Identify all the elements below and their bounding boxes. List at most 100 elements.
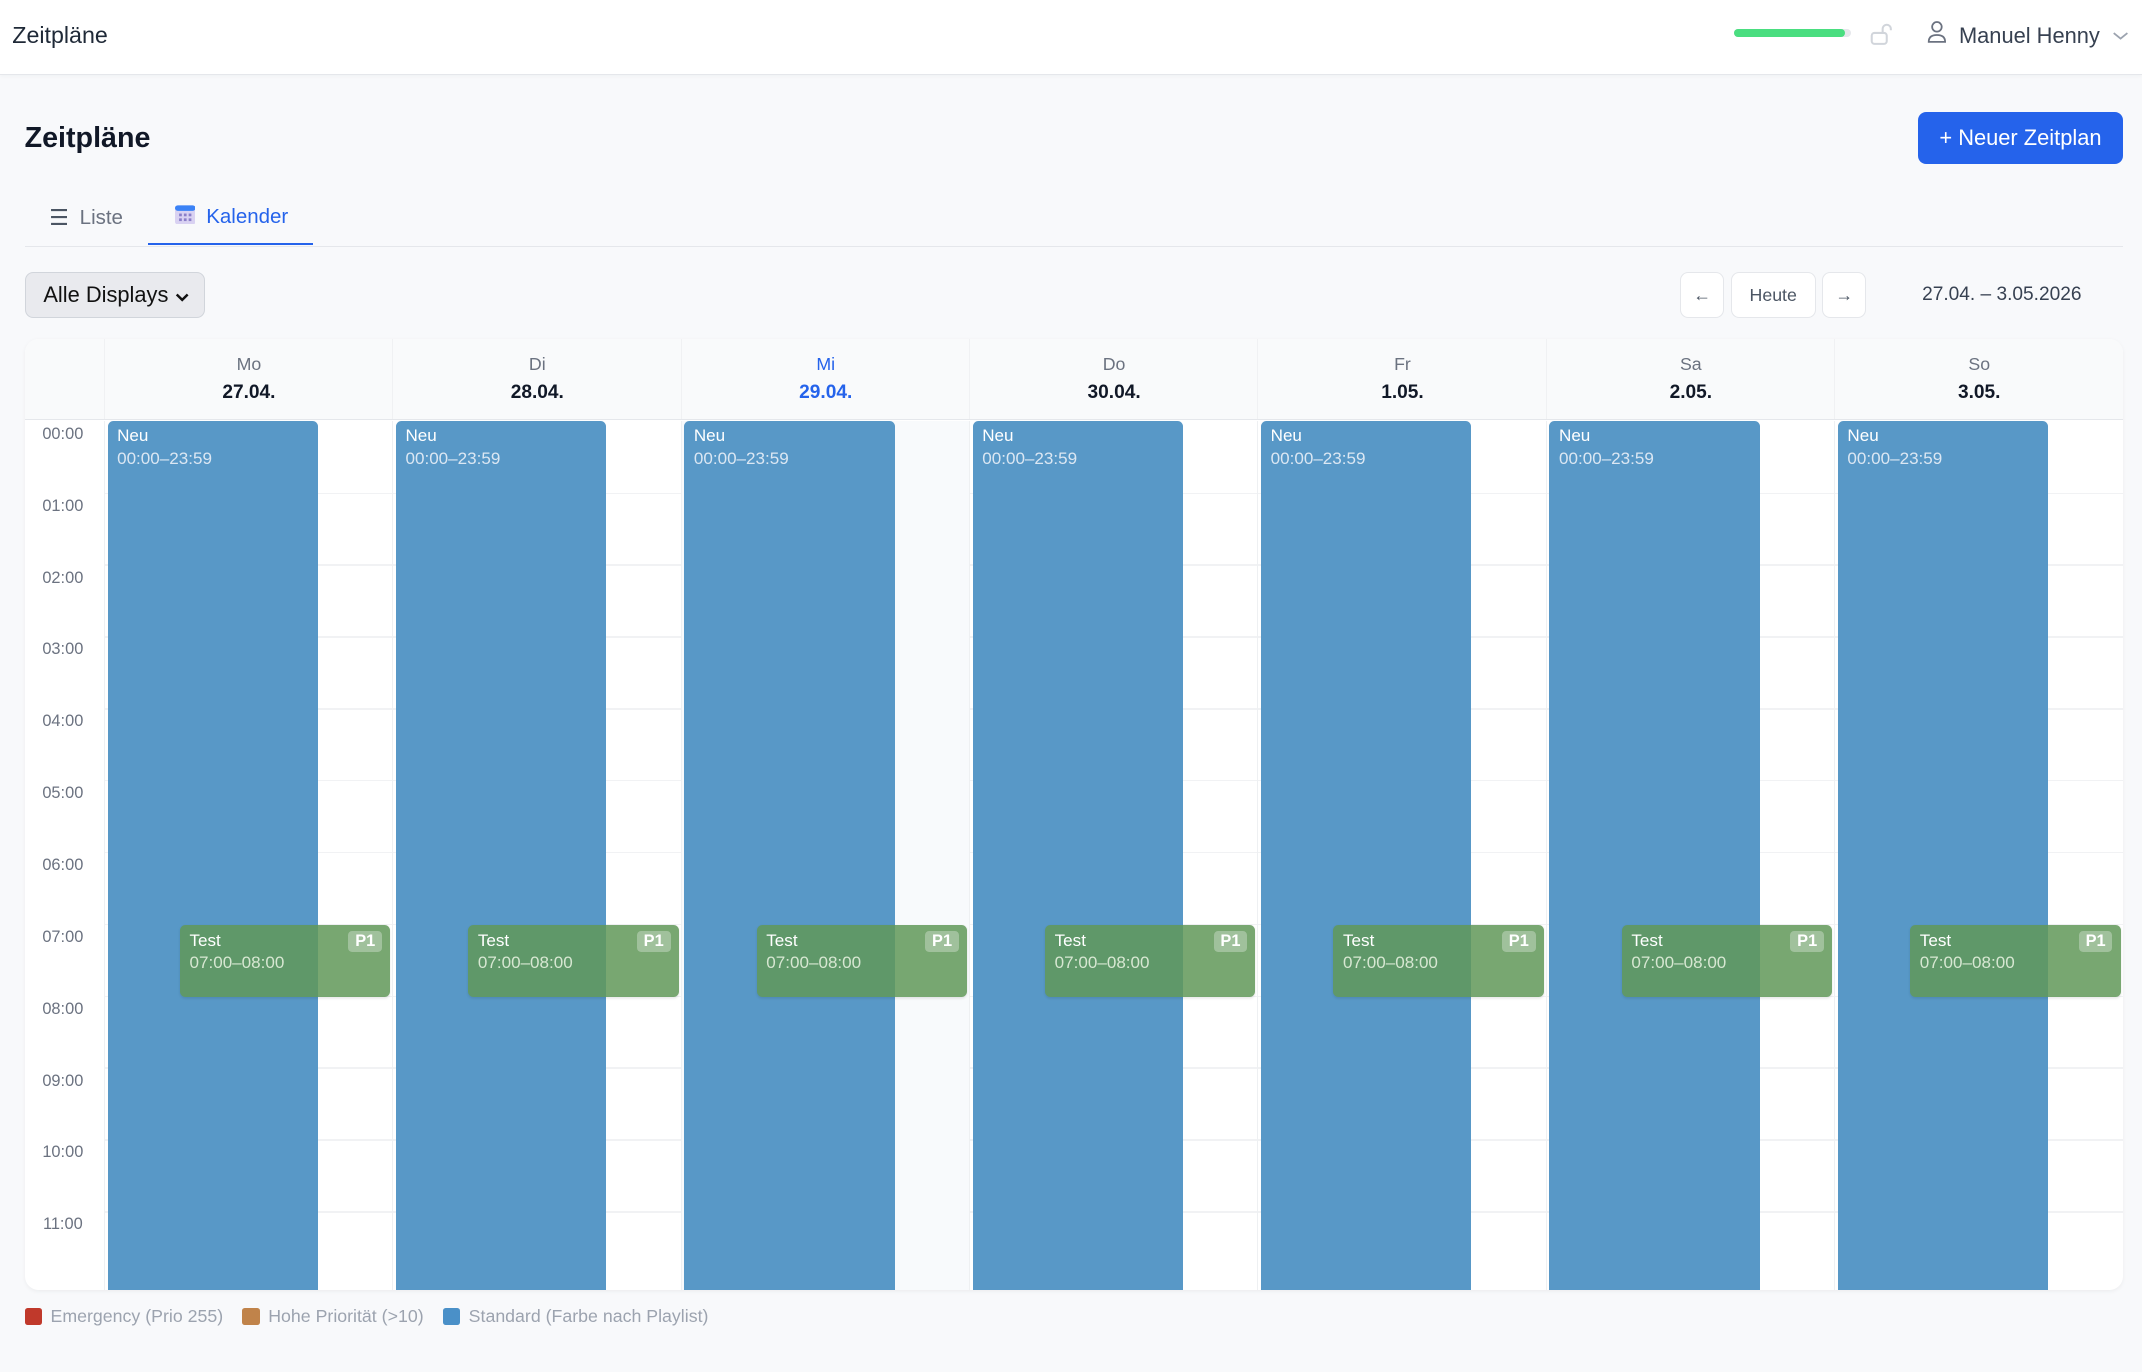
event-title: Neu — [982, 426, 1014, 446]
list-icon: ☰ — [49, 204, 69, 230]
calendar-body: 00:00 01:00 02:00 03:00 04:00 05:00 06:00 07:00… — [25, 420, 2123, 1290]
time-label: 11:00 — [42, 1215, 83, 1234]
user-name: Manuel Henny — [1958, 22, 2100, 48]
priority-badge: P1 — [636, 930, 671, 953]
schedule-event[interactable]: Neu 00:00–23:59 — [395, 420, 607, 1290]
event-time: 00:00–23:59 — [405, 448, 501, 468]
time-label: 01:00 — [42, 496, 84, 515]
tab-liste[interactable]: ☰ Liste — [49, 191, 123, 244]
event-time: 07:00–08:00 — [1631, 953, 1727, 973]
schedule-event[interactable]: Neu 00:00–23:59 — [107, 420, 318, 1290]
priority-badge: P1 — [1790, 930, 1825, 953]
today-button[interactable]: Heute — [1730, 271, 1816, 319]
event-time: 00:00–23:59 — [1559, 448, 1654, 468]
time-label: 02:00 — [42, 568, 84, 587]
new-schedule-button[interactable]: + Neuer Zeitplan — [1918, 112, 2123, 164]
page-title: Zeitpläne — [24, 121, 151, 154]
progress-bar — [1733, 28, 1852, 37]
schedule-event[interactable]: Test 07:00–08:00 P1 — [1910, 925, 2121, 997]
event-time: 07:00–08:00 — [1343, 953, 1438, 973]
time-label: 10:00 — [42, 1143, 84, 1162]
day-column[interactable]: Neu 00:00–23:59 Test 07:00–08:00 P1 — [103, 420, 393, 1290]
day-date: 3.05. — [1957, 381, 2001, 403]
priority-badge: P1 — [2078, 930, 2113, 953]
legend-item: Emergency (Prio 255) — [24, 1306, 223, 1327]
day-column[interactable]: Neu 00:00–23:59 Test 07:00–08:00 P1 — [1545, 420, 1835, 1290]
week-calendar: Mo 27.04. Di 28.04. Mi 29.04. Do 30.04. Fr 1.05. S… — [24, 338, 2123, 1290]
select-value: Alle Displays — [43, 282, 169, 308]
event-title: Neu — [693, 426, 726, 446]
user-menu[interactable]: Manuel Henny — [1926, 20, 2130, 51]
app-title: Zeitpläne — [12, 21, 108, 48]
calendar-icon — [174, 204, 196, 230]
time-label: 00:00 — [42, 424, 84, 443]
tab-label: Liste — [79, 205, 123, 229]
schedule-event[interactable]: Neu 00:00–23:59 — [1261, 420, 1472, 1290]
day-column[interactable]: Neu 00:00–23:59 Test 07:00–08:00 P1 — [680, 420, 970, 1290]
day-header: So 3.05. — [1834, 338, 2123, 420]
event-time: 07:00–08:00 — [477, 953, 573, 973]
day-name: Fr — [1394, 353, 1411, 374]
schedule-event[interactable]: Neu 00:00–23:59 — [1837, 420, 2049, 1290]
day-header: Mo 27.04. — [103, 338, 393, 420]
time-label: 06:00 — [42, 855, 84, 874]
day-date: 27.04. — [222, 381, 276, 403]
schedule-event[interactable]: Neu 00:00–23:59 — [684, 420, 895, 1290]
schedule-event[interactable]: Test 07:00–08:00 P1 — [1333, 925, 1544, 997]
legend-swatch — [24, 1307, 43, 1326]
day-name: Di — [528, 353, 546, 374]
priority-badge: P1 — [1501, 930, 1536, 953]
schedule-event[interactable]: Test 07:00–08:00 P1 — [1621, 925, 1833, 997]
next-week-button[interactable]: → — [1822, 271, 1867, 319]
prev-week-button[interactable]: ← — [1680, 271, 1724, 319]
view-tabs: ☰ Liste Kalender — [24, 191, 2123, 247]
user-icon — [1926, 20, 1948, 51]
schedule-event[interactable]: Test 07:00–08:00 P1 — [468, 925, 679, 997]
day-header: Do 30.04. — [968, 338, 1258, 420]
event-time: 00:00–23:59 — [1270, 448, 1366, 468]
day-date: 30.04. — [1087, 381, 1141, 403]
event-title: Test — [1054, 930, 1086, 950]
legend-label: Hohe Priorität (>10) — [268, 1305, 424, 1326]
day-name: Mi — [816, 353, 836, 374]
schedule-event[interactable]: Test 07:00–08:00 P1 — [756, 925, 968, 997]
calendar-header: Mo 27.04. Di 28.04. Mi 29.04. Do 30.04. Fr 1.05. S… — [24, 338, 2123, 421]
event-title: Neu — [1847, 426, 1879, 446]
schedule-event[interactable]: Test 07:00–08:00 P1 — [1045, 925, 1256, 997]
time-label: 09:00 — [42, 1071, 84, 1090]
event-title: Test — [477, 930, 510, 950]
day-column[interactable]: Neu 00:00–23:59 Test 07:00–08:00 P1 — [968, 420, 1258, 1290]
schedule-event[interactable]: Neu 00:00–23:59 — [972, 420, 1184, 1290]
time-label: 07:00 — [42, 927, 84, 946]
time-label: 05:00 — [42, 784, 84, 803]
display-filter-select[interactable]: Alle Displays — [24, 271, 205, 319]
day-date: 1.05. — [1381, 381, 1424, 403]
day-column[interactable]: Neu 00:00–23:59 Test 07:00–08:00 P1 — [1257, 420, 1546, 1290]
schedule-event[interactable]: Test 07:00–08:00 P1 — [179, 925, 391, 997]
chevron-down-icon — [2111, 23, 2130, 49]
event-time: 00:00–23:59 — [982, 448, 1078, 468]
event-title: Test — [1631, 930, 1663, 950]
tab-kalender[interactable]: Kalender — [147, 191, 313, 246]
day-header: Fr 1.05. — [1257, 338, 1546, 420]
day-header: Mi 29.04. — [680, 338, 970, 420]
unlock-icon[interactable] — [1869, 22, 1894, 53]
day-date: 2.05. — [1669, 381, 1713, 403]
time-label: 04:00 — [42, 712, 84, 731]
day-header: Sa 2.05. — [1545, 338, 1835, 420]
priority-badge: P1 — [348, 930, 383, 953]
legend-item: Standard (Farbe nach Playlist) — [442, 1305, 709, 1327]
day-column[interactable]: Neu 00:00–23:59 Test 07:00–08:00 P1 — [1834, 420, 2123, 1290]
day-name: So — [1968, 353, 1991, 374]
event-time: 00:00–23:59 — [693, 448, 789, 468]
time-label: 03:00 — [42, 640, 84, 659]
event-title: Test — [1343, 930, 1375, 950]
day-header: Di 28.04. — [392, 338, 681, 420]
schedule-event[interactable]: Neu 00:00–23:59 — [1549, 420, 1760, 1290]
day-column[interactable]: Neu 00:00–23:59 Test 07:00–08:00 P1 — [392, 420, 681, 1290]
priority-badge: P1 — [925, 930, 959, 953]
legend-swatch — [442, 1307, 461, 1326]
legend-label: Standard (Farbe nach Playlist) — [468, 1305, 709, 1326]
day-name: Sa — [1679, 353, 1702, 374]
